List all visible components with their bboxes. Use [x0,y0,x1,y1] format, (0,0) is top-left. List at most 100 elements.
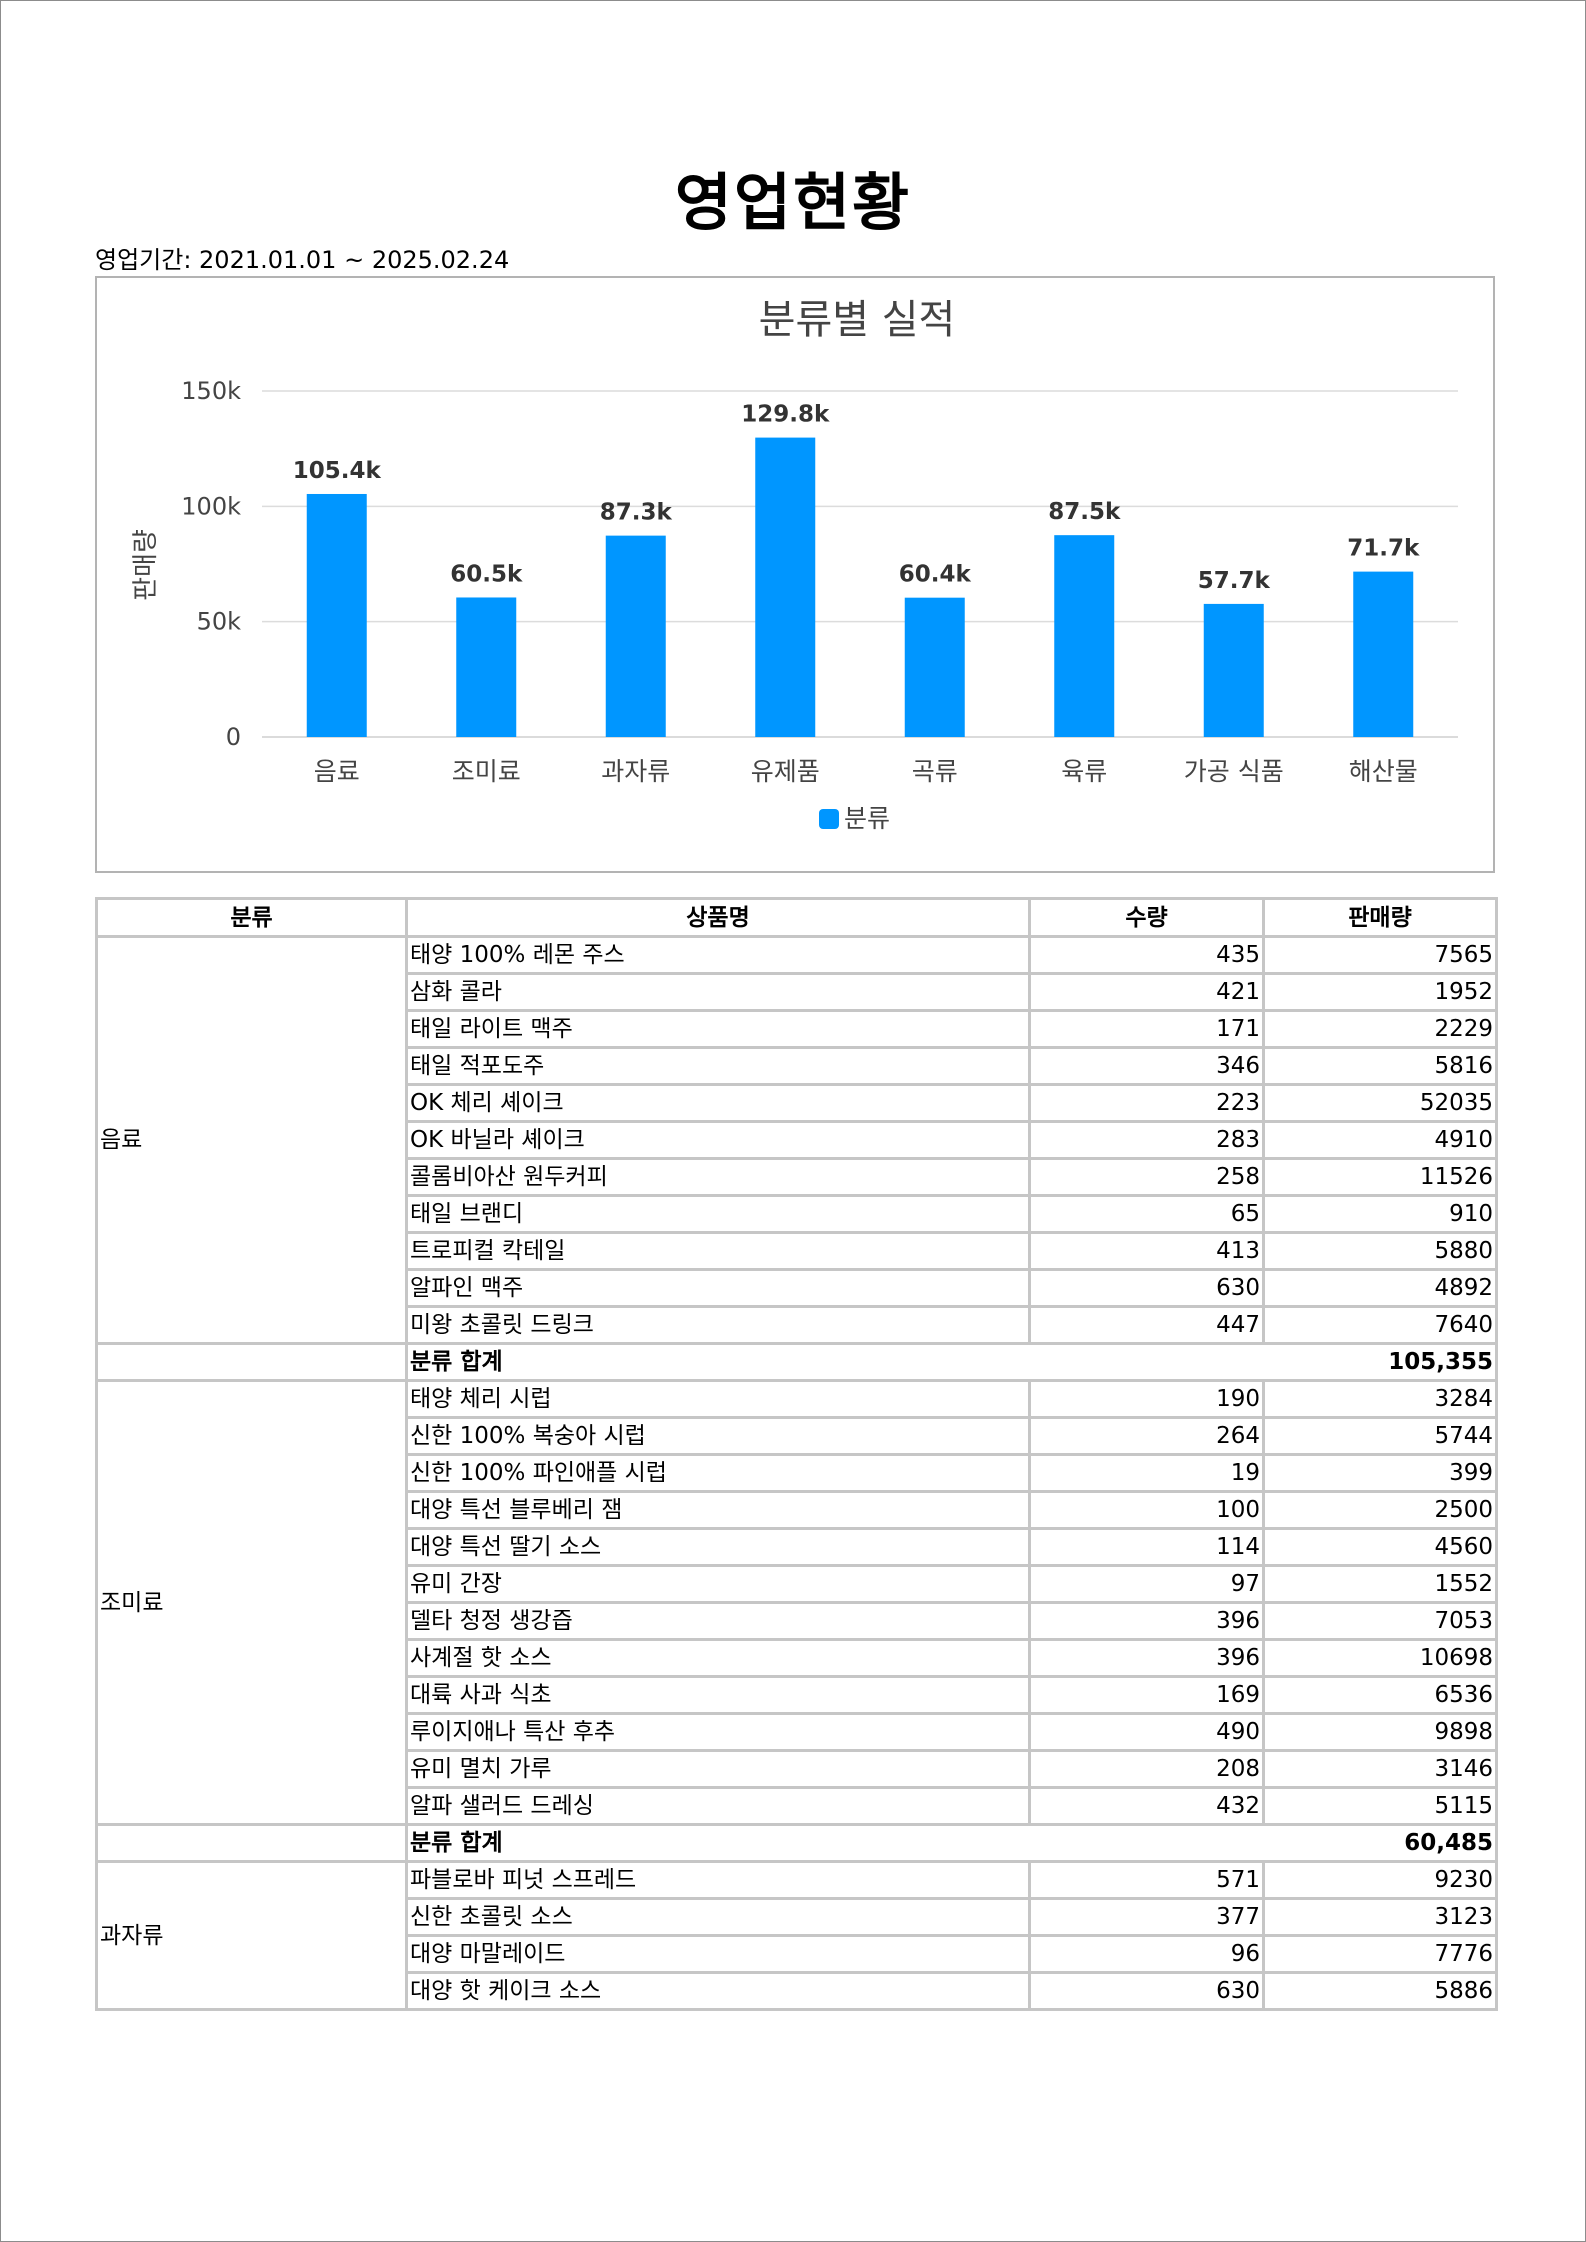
table-row: 델타 청정 생강즙 396 7053 [97,1601,1498,1641]
product-name-cell: 알파 샐러드 드레싱 [405,1786,1031,1826]
table-row: OK 체리 셰이크 223 52035 [97,1083,1498,1123]
subtotal-label: 분류 합계 [405,1823,1030,1863]
quantity-cell: 432 [1028,1786,1265,1826]
product-name-cell: 루이지애나 특산 후추 [405,1712,1031,1752]
x-tick-label: 해산물 [1349,757,1418,786]
bar [306,493,367,737]
sales-cell: 399 [1262,1453,1498,1493]
quantity-cell: 346 [1028,1046,1265,1086]
sales-table: 분류 상품명 수량 판매량 음료 태양 100% 레몬 주스 435 7565 삼화 콜… [95,897,1498,2011]
product-name-cell: 삼화 콜라 [405,972,1031,1012]
header-category: 분류 [95,897,408,938]
header-sales: 판매량 [1262,897,1498,938]
table-row: 미왕 초콜릿 드링크 447 7640 [97,1305,1498,1345]
sales-cell: 7053 [1262,1601,1498,1641]
quantity-cell: 630 [1028,1971,1265,2011]
table-row: 과자류 파블로바 피넛 스프레드 571 9230 [95,1860,1498,2011]
sales-cell: 7776 [1262,1934,1498,1974]
product-name-cell: 트로피컬 칵테일 [405,1231,1031,1271]
table-row: 대양 마말레이드 96 7776 [97,1934,1498,1974]
product-name-cell: OK 체리 셰이크 [405,1083,1031,1123]
sales-cell: 6536 [1262,1675,1498,1715]
product-name-cell: 대양 마말레이드 [405,1934,1031,1974]
quantity-cell: 377 [1028,1897,1265,1937]
sales-cell: 2229 [1262,1009,1498,1049]
subtotal-empty-cell [95,1342,408,1382]
report-title: 영업현황 [674,166,912,239]
quantity-cell: 571 [1028,1860,1265,1900]
data-label: 71.7k [1347,536,1420,562]
quantity-cell: 171 [1028,1009,1265,1049]
x-tick-label: 유제품 [751,757,820,786]
product-name-cell: 사계절 핫 소스 [405,1638,1031,1678]
header-product: 상품명 [405,897,1031,938]
table-row: 조미료 태양 체리 시럽 190 3284 [95,1379,1498,1826]
legend-swatch [819,809,839,829]
sales-cell: 11526 [1262,1157,1498,1197]
product-name-cell: 파블로바 피넛 스프레드 [405,1860,1031,1900]
table-row: 태일 적포도주 346 5816 [97,1046,1498,1086]
product-name-cell: 미왕 초콜릿 드링크 [405,1305,1031,1345]
quantity-cell: 208 [1028,1749,1265,1789]
product-name-cell: 유미 간장 [405,1564,1031,1604]
table-row: 대양 핫 케이크 소스 630 5886 [97,1971,1498,2011]
product-name-cell: 신한 100% 복숭아 시럽 [405,1416,1031,1456]
quantity-cell: 169 [1028,1675,1265,1715]
subtotal-value: 60,485 [1029,1823,1498,1863]
subtotal-row: 분류 합계 105,355 [95,1342,1498,1382]
quantity-cell: 190 [1028,1379,1265,1419]
product-name-cell: 대양 핫 케이크 소스 [405,1971,1031,2011]
quantity-cell: 264 [1028,1416,1265,1456]
sales-cell: 3146 [1262,1749,1498,1789]
sales-cell: 7640 [1262,1305,1498,1345]
data-label: 87.5k [1048,499,1121,525]
quantity-cell: 114 [1028,1527,1265,1567]
data-label: 57.7k [1198,568,1271,594]
table-row: 태일 라이트 맥주 171 2229 [97,1009,1498,1049]
quantity-cell: 413 [1028,1231,1265,1271]
sales-cell: 52035 [1262,1083,1498,1123]
quantity-cell: 65 [1028,1194,1265,1234]
bar [1353,571,1414,737]
bar [456,597,517,737]
x-tick-label: 곡류 [912,757,958,786]
table-row: 알파 샐러드 드레싱 432 5115 [97,1786,1498,1826]
x-tick-label: 육류 [1061,757,1107,786]
sales-cell: 7565 [1262,935,1498,975]
data-label: 87.3k [600,500,673,526]
product-name-cell: OK 바닐라 셰이크 [405,1120,1031,1160]
table-body: 음료 태양 100% 레몬 주스 435 7565 삼화 콜라 421 1952 태일 라이트… [95,935,1498,2011]
subtotal-value: 105,355 [1029,1342,1498,1382]
y-tick-label: 50k [197,608,242,636]
sales-cell: 4560 [1262,1527,1498,1567]
y-tick-label: 100k [181,492,241,520]
subtotal-empty-cell [95,1823,408,1863]
legend-label: 분류 [844,804,890,833]
header-quantity: 수량 [1028,897,1265,938]
y-tick-label: 0 [226,723,241,751]
table-row: 사계절 핫 소스 396 10698 [97,1638,1498,1678]
product-name-cell: 신한 100% 파인애플 시럽 [405,1453,1031,1493]
product-name-cell: 유미 멸치 가루 [405,1749,1031,1789]
x-tick-label: 과자류 [601,757,670,786]
table-row: 신한 100% 파인애플 시럽 19 399 [97,1453,1498,1493]
table-row: 콜롬비아산 원두커피 258 11526 [97,1157,1498,1197]
table-row: 대양 특선 블루베리 잼 100 2500 [97,1490,1498,1530]
table-row: 대륙 사과 식초 169 6536 [97,1675,1498,1715]
data-label: 60.5k [450,561,523,587]
product-name-cell: 대륙 사과 식초 [405,1675,1031,1715]
data-label: 129.8k [741,402,830,428]
sales-cell: 3284 [1262,1379,1498,1419]
table-row: 태일 브랜디 65 910 [97,1194,1498,1234]
quantity-cell: 435 [1028,935,1265,975]
table-row: 삼화 콜라 421 1952 [97,972,1498,1012]
sales-cell: 2500 [1262,1490,1498,1530]
product-name-cell: 태양 체리 시럽 [405,1379,1031,1419]
quantity-cell: 421 [1028,972,1265,1012]
sales-cell: 1552 [1262,1564,1498,1604]
sales-cell: 5115 [1262,1786,1498,1826]
table-row: 유미 멸치 가루 208 3146 [97,1749,1498,1789]
sales-cell: 10698 [1262,1638,1498,1678]
